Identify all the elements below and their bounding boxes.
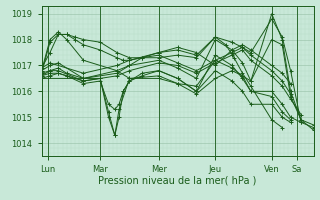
X-axis label: Pression niveau de la mer( hPa ): Pression niveau de la mer( hPa )	[99, 175, 257, 185]
